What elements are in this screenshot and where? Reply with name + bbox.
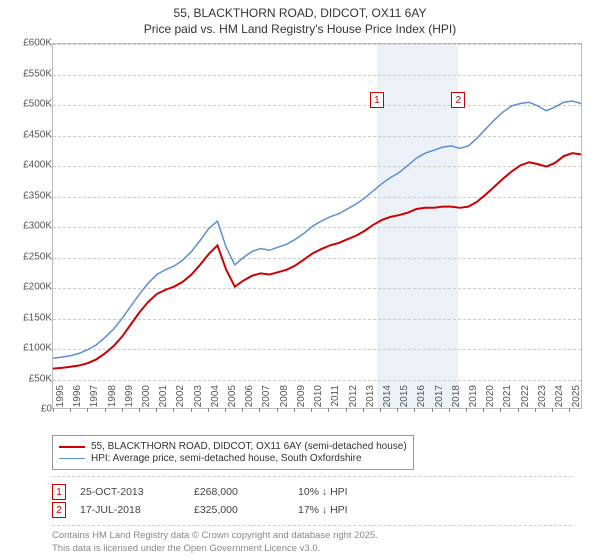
x-axis-label: 2003: [193, 385, 204, 413]
sale-note: 17% ↓ HPI: [298, 504, 398, 516]
footer-line-2: This data is licensed under the Open Gov…: [52, 543, 592, 555]
sale-price: £268,000: [194, 486, 284, 498]
xtick: [363, 408, 364, 412]
xtick: [53, 408, 54, 412]
y-axis-label: £50K: [12, 373, 52, 384]
series-property: [53, 153, 581, 368]
sale-marker: 1: [52, 484, 66, 500]
x-axis-label: 1997: [89, 385, 100, 413]
y-axis-label: £450K: [12, 129, 52, 140]
x-axis-label: 2009: [296, 385, 307, 413]
y-axis-label: £600K: [12, 38, 52, 49]
x-axis-label: 2001: [158, 385, 169, 413]
y-axis-label: £150K: [12, 312, 52, 323]
legend: 55, BLACKTHORN ROAD, DIDCOT, OX11 6AY (s…: [52, 435, 414, 470]
chart-marker-1: 1: [370, 92, 384, 108]
y-axis-label: £400K: [12, 160, 52, 171]
xtick: [277, 408, 278, 412]
sale-price: £325,000: [194, 504, 284, 516]
x-axis-label: 2004: [210, 385, 221, 413]
x-axis-label: 2024: [554, 385, 565, 413]
plot: 12: [52, 43, 582, 409]
legend-row: HPI: Average price, semi-detached house,…: [59, 453, 407, 464]
x-axis-label: 2006: [244, 385, 255, 413]
x-axis-label: 2014: [382, 385, 393, 413]
title-line-1: 55, BLACKTHORN ROAD, DIDCOT, OX11 6AY: [8, 6, 592, 22]
chart-marker-2: 2: [451, 92, 465, 108]
x-axis-label: 2002: [175, 385, 186, 413]
x-axis-label: 2018: [451, 385, 462, 413]
x-axis-label: 2012: [348, 385, 359, 413]
chart-title: 55, BLACKTHORN ROAD, DIDCOT, OX11 6AY Pr…: [8, 6, 592, 37]
legend-swatch: [59, 446, 85, 448]
x-axis-label: 1996: [72, 385, 83, 413]
legend-swatch: [59, 458, 85, 459]
x-axis-label: 1995: [55, 385, 66, 413]
x-axis-label: 2022: [520, 385, 531, 413]
y-axis-label: £550K: [12, 68, 52, 79]
x-axis-label: 2021: [502, 385, 513, 413]
x-axis-label: 2017: [434, 385, 445, 413]
xtick: [346, 408, 347, 412]
y-axis-label: £0: [12, 404, 52, 415]
root: 55, BLACKTHORN ROAD, DIDCOT, OX11 6AY Pr…: [0, 0, 600, 560]
footer: Contains HM Land Registry data © Crown c…: [52, 530, 592, 555]
y-axis-label: £250K: [12, 251, 52, 262]
xtick: [225, 408, 226, 412]
x-axis-label: 2008: [279, 385, 290, 413]
x-axis-label: 2005: [227, 385, 238, 413]
sale-date: 17-JUL-2018: [80, 504, 180, 516]
x-axis-label: 2013: [365, 385, 376, 413]
xtick: [535, 408, 536, 412]
series-hpi: [53, 101, 581, 358]
y-axis-label: £200K: [12, 282, 52, 293]
title-line-2: Price paid vs. HM Land Registry's House …: [8, 22, 592, 38]
sale-row: 2 17-JUL-2018 £325,000 17% ↓ HPI: [52, 502, 572, 518]
x-axis-label: 1999: [124, 385, 135, 413]
x-axis-label: 2016: [416, 385, 427, 413]
chart-area: 12 £0£50K£100K£150K£200K£250K£300K£350K£…: [8, 43, 592, 433]
xtick: [466, 408, 467, 412]
y-axis-label: £500K: [12, 99, 52, 110]
x-axis-label: 2020: [485, 385, 496, 413]
x-axis-label: 2023: [537, 385, 548, 413]
x-axis-label: 1998: [107, 385, 118, 413]
xtick: [380, 408, 381, 412]
x-axis-label: 2000: [141, 385, 152, 413]
xtick: [397, 408, 398, 412]
x-axis-label: 2007: [261, 385, 272, 413]
x-axis-label: 2019: [468, 385, 479, 413]
xtick: [208, 408, 209, 412]
sales-table: 1 25-OCT-2013 £268,000 10% ↓ HPI 2 17-JUL-201…: [52, 476, 572, 526]
sale-note: 10% ↓ HPI: [298, 486, 398, 498]
xtick: [552, 408, 553, 412]
sale-marker: 2: [52, 502, 66, 518]
xtick: [105, 408, 106, 412]
xtick: [518, 408, 519, 412]
footer-line-1: Contains HM Land Registry data © Crown c…: [52, 530, 592, 542]
sale-row: 1 25-OCT-2013 £268,000 10% ↓ HPI: [52, 484, 572, 500]
xtick: [432, 408, 433, 412]
x-axis-label: 2025: [571, 385, 582, 413]
y-axis-label: £300K: [12, 221, 52, 232]
x-axis-label: 2011: [330, 385, 341, 413]
xtick: [294, 408, 295, 412]
legend-label: 55, BLACKTHORN ROAD, DIDCOT, OX11 6AY (s…: [91, 441, 407, 452]
xtick: [191, 408, 192, 412]
xtick: [122, 408, 123, 412]
x-axis-label: 2015: [399, 385, 410, 413]
series-svg: [53, 44, 581, 408]
y-axis-label: £100K: [12, 343, 52, 354]
xtick: [311, 408, 312, 412]
legend-row: 55, BLACKTHORN ROAD, DIDCOT, OX11 6AY (s…: [59, 441, 407, 452]
x-axis-label: 2010: [313, 385, 324, 413]
legend-label: HPI: Average price, semi-detached house,…: [91, 453, 362, 464]
xtick: [449, 408, 450, 412]
sale-date: 25-OCT-2013: [80, 486, 180, 498]
xtick: [139, 408, 140, 412]
y-axis-label: £350K: [12, 190, 52, 201]
